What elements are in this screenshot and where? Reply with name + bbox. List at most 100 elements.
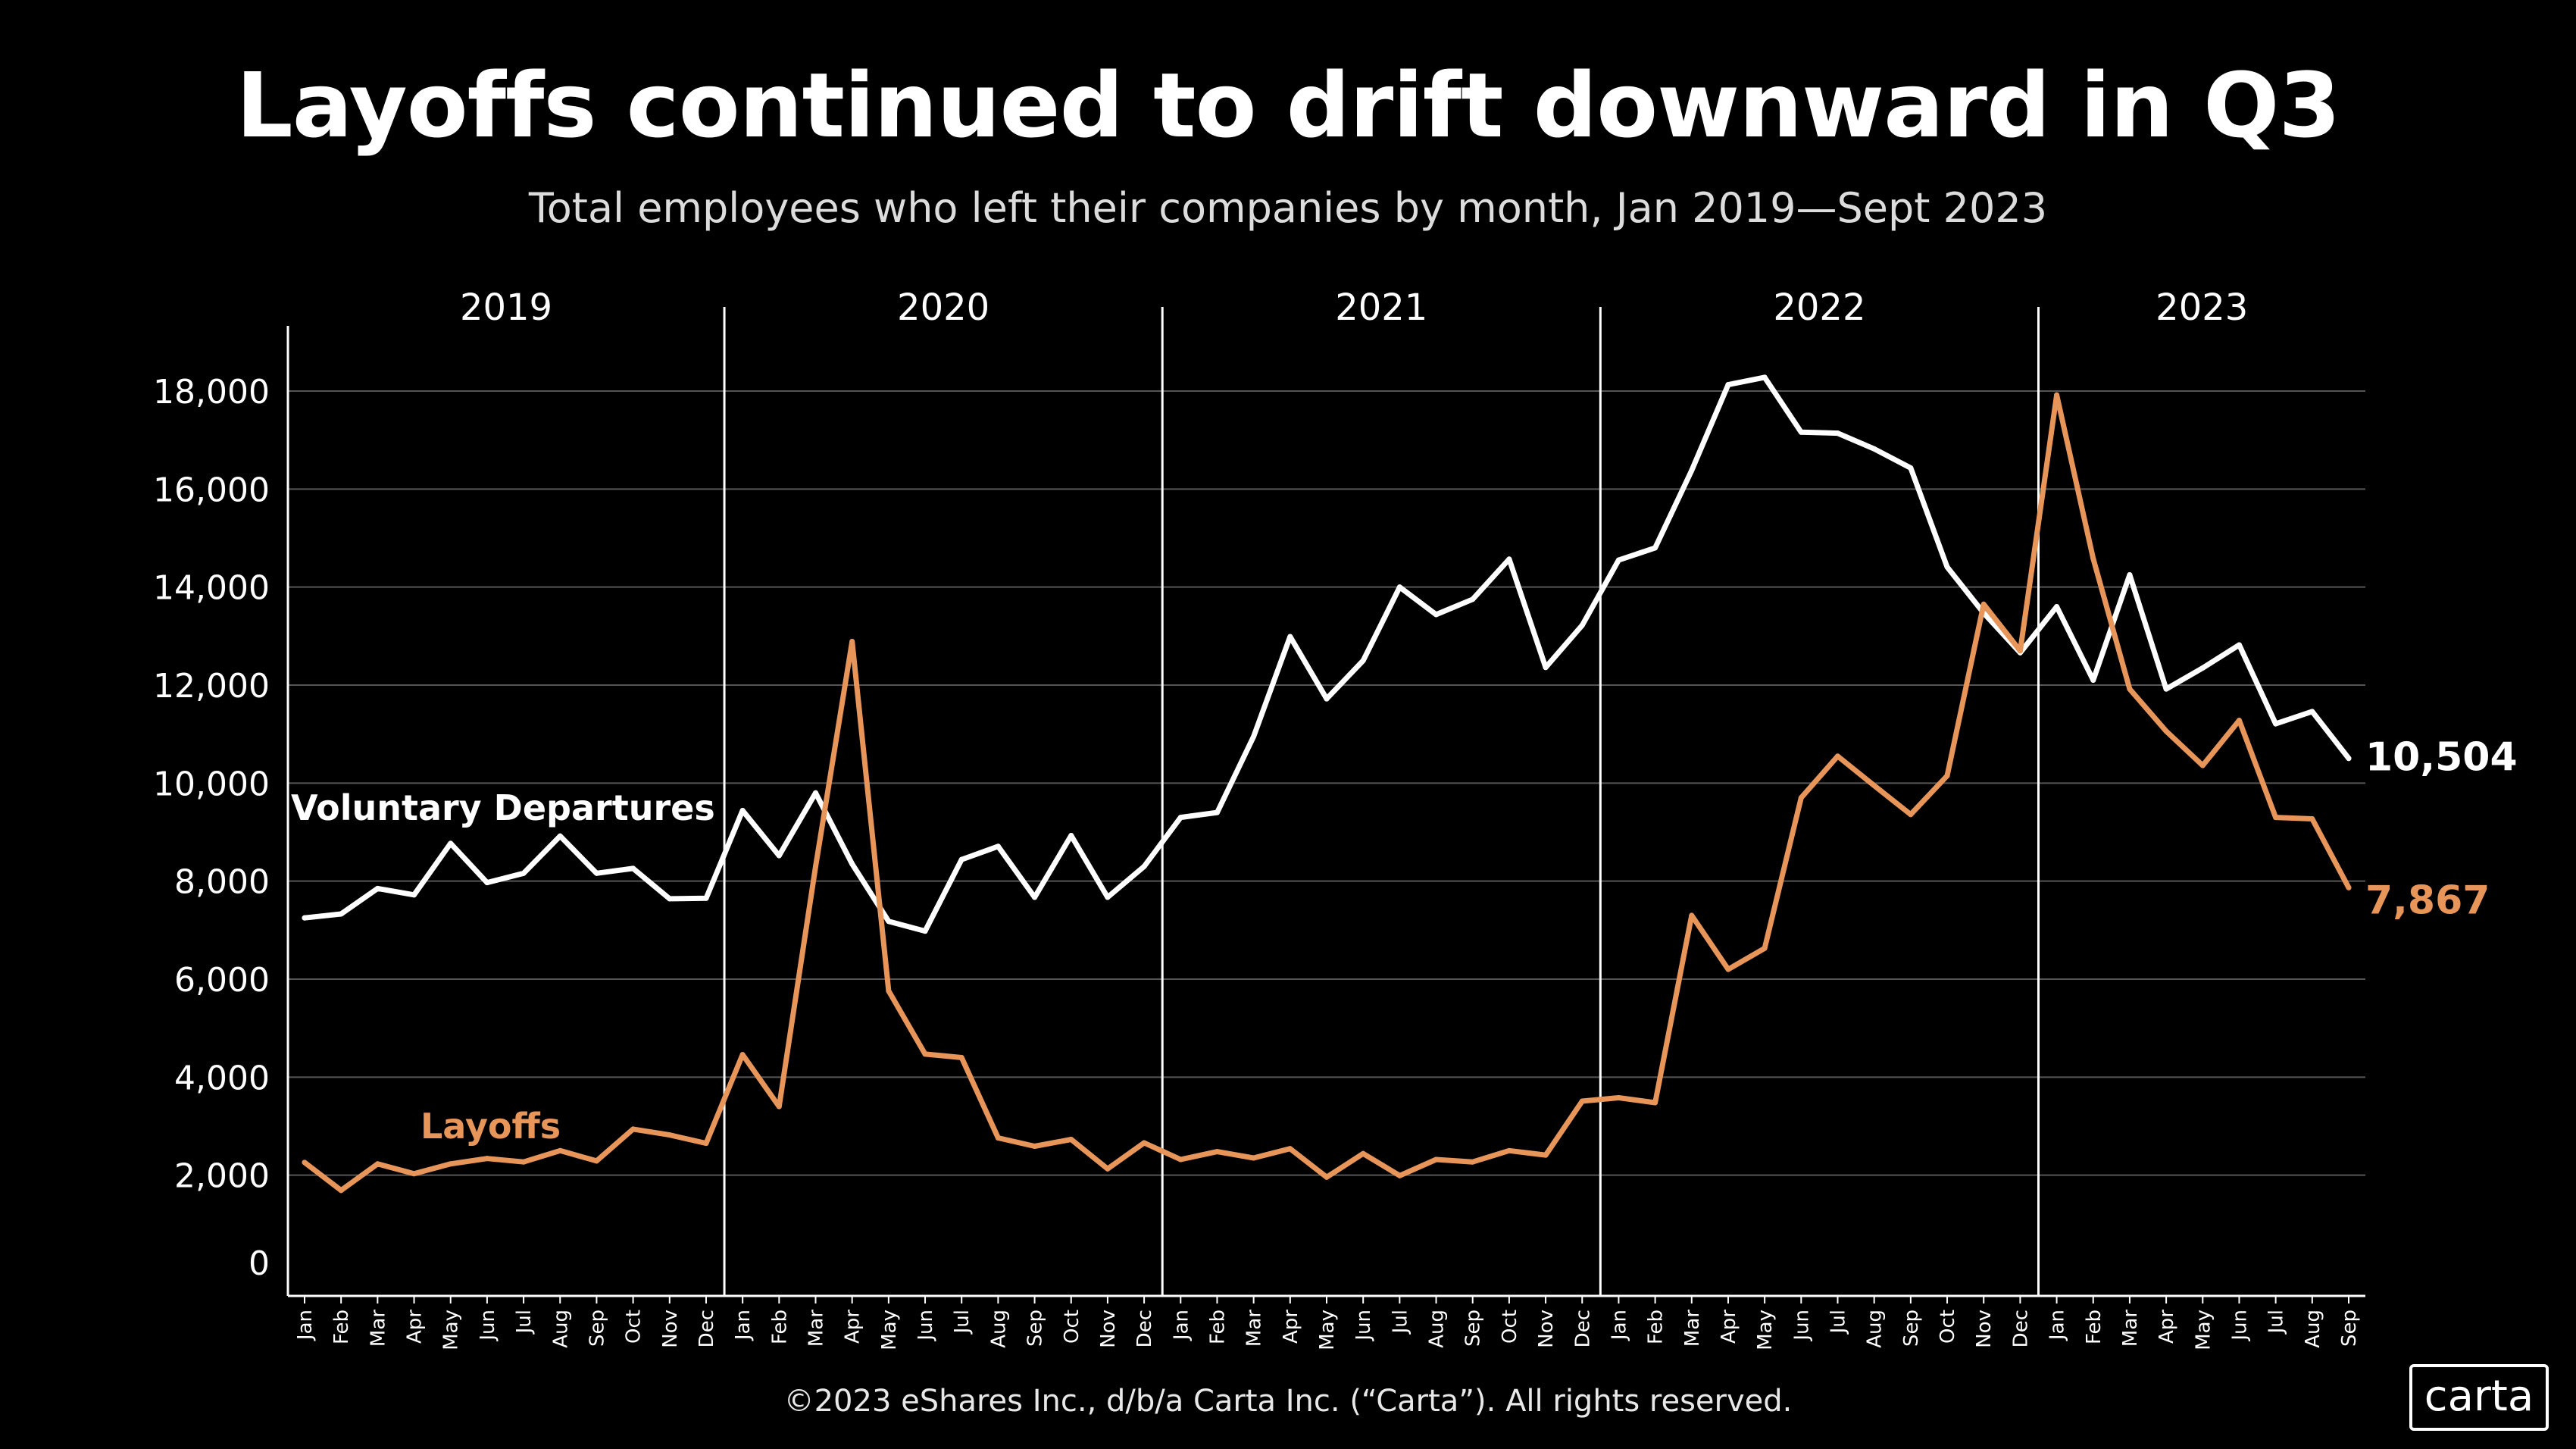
x-tick-label: Jan [294, 1310, 317, 1341]
x-tick-label: Aug [2302, 1310, 2324, 1348]
data-point [1506, 556, 1512, 562]
data-point [411, 892, 417, 898]
data-point [1470, 596, 1476, 602]
series-labels: 10,504 7,867 Voluntary Departures Layoffs [291, 735, 2518, 1147]
data-point [1360, 658, 1366, 664]
data-point [1652, 545, 1658, 551]
voluntary-departures-line [302, 374, 2352, 934]
data-point [703, 895, 709, 901]
y-tick-label: 6,000 [174, 961, 270, 1000]
data-point [2309, 816, 2315, 822]
data-point [1214, 1149, 1220, 1155]
data-point [667, 1132, 673, 1138]
data-point [1798, 795, 1804, 801]
data-point [1798, 429, 1804, 435]
x-tick-label: Mar [1681, 1310, 1704, 1347]
data-point [1141, 863, 1147, 869]
x-tick-label: Dec [2009, 1310, 2032, 1347]
data-point [1287, 634, 1293, 640]
data-point [958, 1054, 964, 1060]
data-point [776, 1103, 782, 1109]
data-point [2017, 648, 2023, 654]
data-point [593, 870, 599, 876]
carta-logo: carta [2409, 1364, 2549, 1431]
x-tick-label: Feb [2083, 1310, 2106, 1344]
data-point [2054, 604, 2060, 610]
y-tick-label: 18,000 [153, 373, 270, 412]
data-point [886, 988, 892, 994]
data-point [338, 1188, 344, 1194]
data-point [739, 808, 746, 814]
data-point [776, 853, 782, 859]
data-point [2090, 556, 2096, 562]
axes: 0 2,000 4,000 6,000 8,000 10,000 12,000 14,000 1… [153, 326, 2365, 1350]
data-point [1177, 1156, 1183, 1163]
data-point [521, 1159, 527, 1165]
x-tick-label: Nov [1973, 1310, 1996, 1348]
data-point [703, 1141, 709, 1147]
data-point [630, 1126, 636, 1132]
layoffs-end-label: 7,867 [2365, 878, 2490, 923]
x-tick-label: May [878, 1310, 901, 1350]
data-point [1032, 1144, 1038, 1150]
data-point [958, 856, 964, 862]
data-point [1543, 1152, 1549, 1158]
chart-title: Layoffs continued to drift downward in Q… [236, 53, 2341, 158]
x-tick-label: Feb [1645, 1310, 1668, 1344]
data-point [2273, 815, 2279, 821]
voluntary-series-label: Voluntary Departures [291, 787, 715, 828]
x-tick-label: Jan [1608, 1310, 1630, 1341]
data-point [1871, 446, 1877, 452]
data-point [1579, 622, 1585, 628]
data-point [1543, 665, 1549, 671]
year-label: 2022 [1773, 286, 1865, 329]
data-point [1105, 894, 1111, 900]
x-tick-label: Sep [2338, 1310, 2361, 1347]
x-tick-label: Oct [1937, 1310, 1959, 1344]
data-point [2236, 718, 2242, 724]
data-point [2127, 686, 2133, 692]
year-label: 2023 [2156, 286, 2248, 329]
data-point [593, 1158, 599, 1164]
x-tick-label: Sep [1024, 1310, 1047, 1347]
x-tick-label: Nov [1097, 1310, 1120, 1348]
data-point [1251, 734, 1257, 740]
y-tick-label: 12,000 [153, 667, 270, 706]
data-point [2346, 884, 2352, 890]
data-point [448, 840, 454, 847]
x-tick-label: Jan [2046, 1310, 2069, 1341]
data-point [1396, 1172, 1402, 1178]
x-tick-label: Mar [805, 1310, 828, 1347]
data-point [1068, 833, 1074, 839]
x-tick-label: Apr [2156, 1310, 2178, 1344]
data-point [2346, 756, 2352, 762]
data-point [1177, 815, 1183, 821]
data-point [2309, 709, 2315, 715]
data-point [2054, 392, 2060, 398]
y-tick-label: 8,000 [174, 863, 270, 902]
data-point [1652, 1100, 1658, 1106]
x-tick-label: Sep [586, 1310, 608, 1347]
x-tick-label: Jun [1790, 1310, 1813, 1342]
voluntary-end-label: 10,504 [2365, 735, 2518, 781]
data-point [1068, 1136, 1074, 1142]
data-point [1944, 773, 1950, 779]
x-tick-label: Dec [696, 1310, 718, 1347]
copyright-footer: ©2023 eShares Inc., d/b/a Carta Inc. (“C… [783, 1384, 1793, 1419]
x-tick-label: Mar [1243, 1310, 1266, 1347]
data-point [813, 790, 818, 796]
x-tick-label: Sep [1462, 1310, 1485, 1347]
x-tick-label: Jun [2228, 1310, 2251, 1342]
data-point [1615, 557, 1621, 563]
x-tick-label: Aug [987, 1310, 1010, 1348]
x-tick-label: Nov [659, 1310, 682, 1348]
data-point [813, 863, 818, 869]
data-point [338, 911, 344, 917]
data-point [2199, 762, 2206, 768]
x-tick-label: May [1316, 1310, 1339, 1350]
data-point [557, 1147, 563, 1153]
x-tick-label: May [2192, 1310, 2215, 1350]
x-tick-label: Jun [914, 1310, 937, 1342]
x-tick-label: Oct [623, 1310, 646, 1344]
x-tick-label: Jun [1352, 1310, 1375, 1342]
